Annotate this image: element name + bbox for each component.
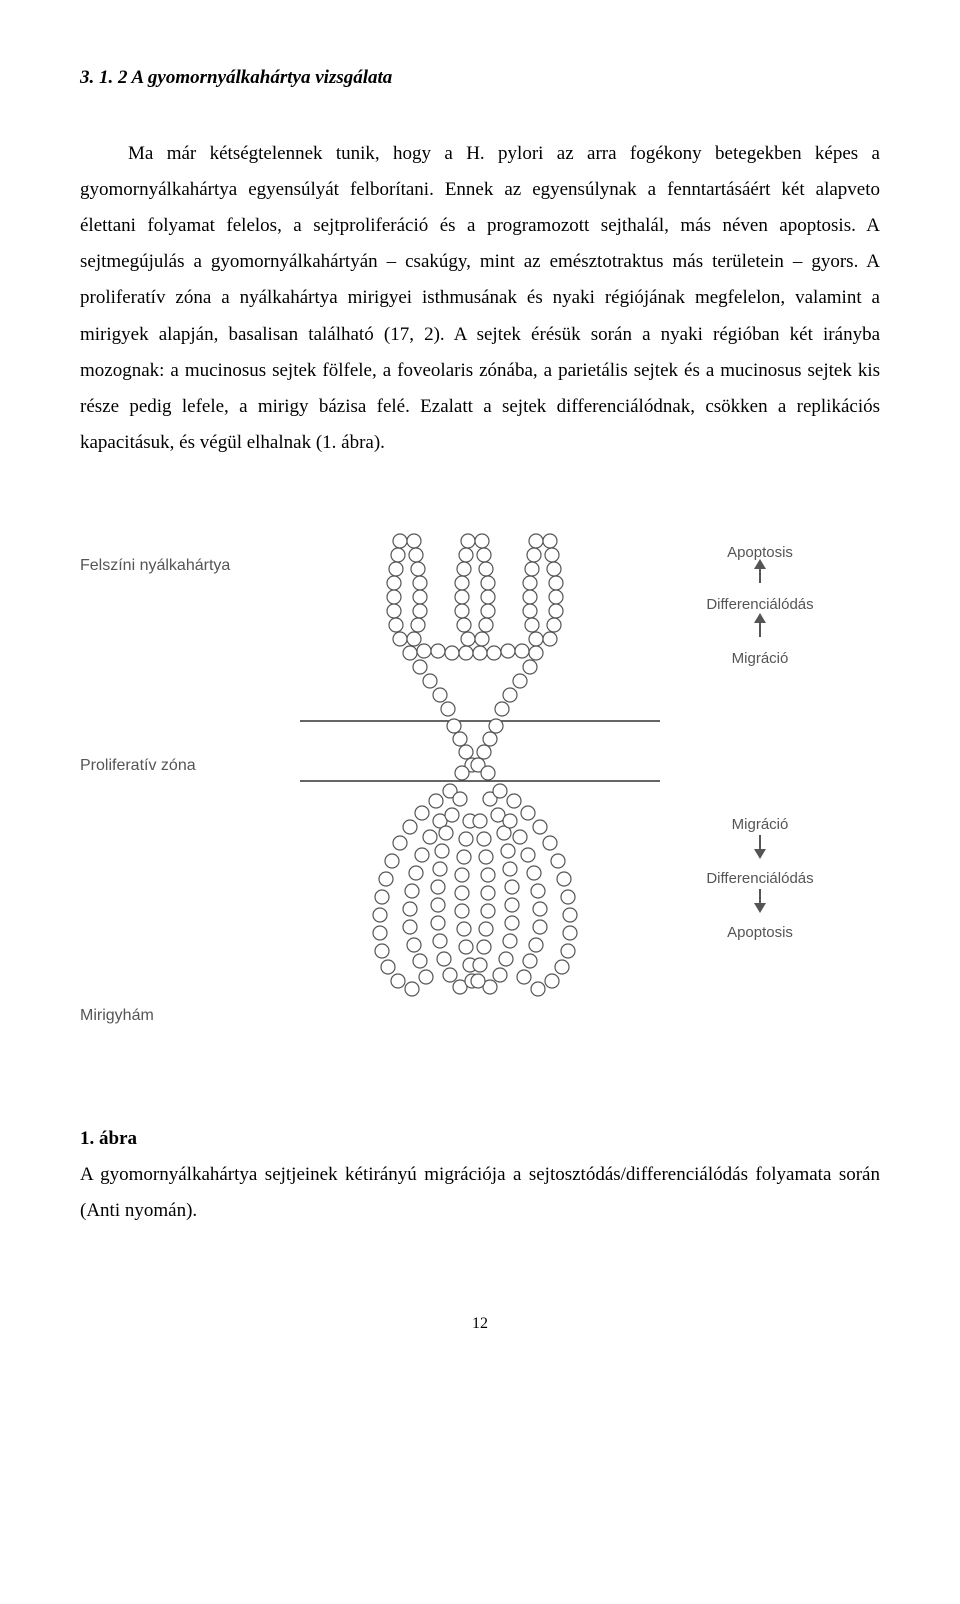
figure-caption-text: A gyomornyálkahártya sejtjeinek kétirány… xyxy=(80,1157,880,1229)
body-paragraph: Ma már kétségtelennek tunik, hogy a H. p… xyxy=(80,136,880,461)
label-surface-mucosa: Felszíni nyálkahártya xyxy=(80,551,230,581)
arrow-up-icon xyxy=(750,559,770,585)
arrow-down-icon xyxy=(750,887,770,913)
section-heading: 3. 1. 2 A gyomornyálkahártya vizsgálata xyxy=(80,60,880,96)
label-migration-top: Migráció xyxy=(690,645,830,674)
figure-caption-number: 1. ábra xyxy=(80,1121,880,1157)
label-apoptosis-bottom: Apoptosis xyxy=(690,919,830,948)
label-proliferative-zone: Proliferatív zóna xyxy=(80,751,196,781)
page-number: 12 xyxy=(80,1309,880,1339)
arrow-down-icon xyxy=(750,833,770,859)
gland-diagram xyxy=(290,521,670,1061)
label-gland-epithelium: Mirigyhám xyxy=(80,1001,154,1031)
figure-1: Felszíni nyálkahártya Proliferatív zóna … xyxy=(80,521,880,1061)
arrow-up-icon xyxy=(750,613,770,639)
